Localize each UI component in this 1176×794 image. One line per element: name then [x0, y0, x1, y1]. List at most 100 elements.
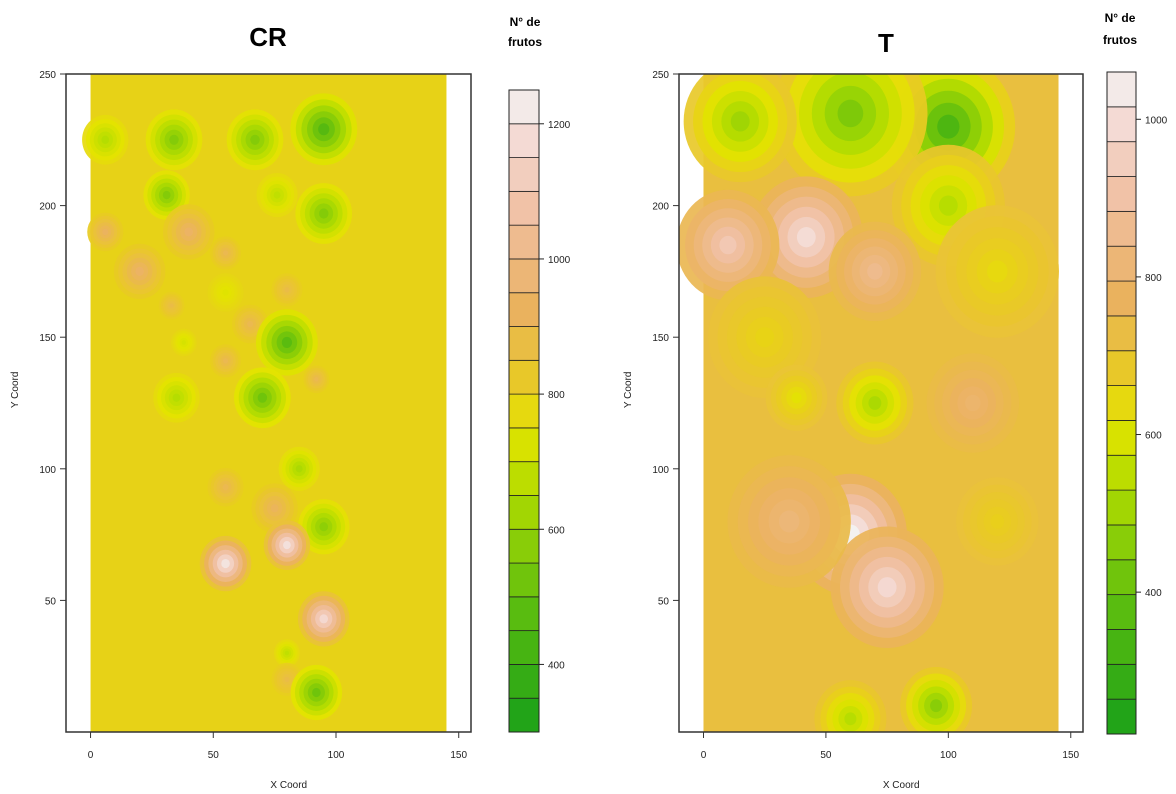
- contour-feature: [256, 172, 298, 218]
- legend-tick-label: 1000: [1145, 115, 1168, 126]
- contour-feature: [303, 365, 330, 394]
- x-axis-label: X Coord: [883, 780, 920, 791]
- legend-swatch: [1106, 350, 1137, 386]
- legend-swatch: [1106, 176, 1137, 212]
- x-tick-label: 50: [820, 750, 832, 761]
- legend-swatch: [508, 528, 540, 564]
- contour-feature: [199, 535, 252, 592]
- y-tick-label: 150: [652, 333, 669, 344]
- contour-feature: [271, 273, 303, 307]
- chart-title: T: [878, 28, 894, 58]
- legend-swatch: [1106, 141, 1137, 177]
- contour-band: [778, 510, 800, 533]
- contour-band: [184, 227, 194, 237]
- legend-title-line2: frutos: [1103, 33, 1137, 47]
- contour-band: [319, 208, 329, 219]
- legend-tick-label: 400: [1145, 588, 1162, 599]
- contour-band: [730, 111, 750, 132]
- contour-band: [877, 577, 897, 598]
- legend-swatch: [508, 427, 540, 463]
- contour-feature: [170, 328, 197, 357]
- legend-swatch: [1106, 524, 1137, 561]
- legend-tick-label: 800: [1145, 273, 1162, 284]
- legend-swatch: [1106, 280, 1137, 317]
- legend-swatch: [1106, 629, 1137, 665]
- contour-feature: [255, 309, 318, 376]
- contour-band: [796, 227, 816, 248]
- contour-feature: [113, 243, 166, 300]
- contour-band: [844, 712, 857, 726]
- legend-swatch: [1106, 106, 1137, 143]
- heatmap-field: [679, 74, 1060, 732]
- chart-title: CR: [249, 22, 287, 52]
- contour-band: [937, 114, 960, 139]
- y-axis-label: Y Coord: [10, 372, 21, 409]
- contour-band: [169, 303, 174, 308]
- x-tick-label: 150: [1062, 750, 1079, 761]
- x-axis-label: X Coord: [270, 780, 307, 791]
- legend-swatch: [508, 664, 540, 699]
- contour-band: [172, 393, 181, 402]
- legend-title-line1: N° de: [1105, 11, 1136, 25]
- legend-tick-label: 800: [548, 390, 565, 401]
- contour-band: [222, 250, 229, 256]
- legend-swatch: [1106, 315, 1137, 352]
- contour-band: [270, 504, 279, 513]
- legend-swatch: [508, 697, 540, 733]
- y-tick-label: 100: [39, 465, 56, 476]
- contour-band: [247, 320, 254, 328]
- x-tick-label: 0: [88, 750, 94, 761]
- contour-band: [273, 191, 281, 199]
- legend-swatch: [1106, 594, 1137, 630]
- contour-band: [319, 614, 329, 624]
- legend-swatch: [508, 326, 540, 361]
- contour-feature: [297, 591, 350, 647]
- legend-swatch: [508, 596, 540, 632]
- legend-frame: [508, 89, 540, 733]
- y-tick-label: 250: [39, 70, 56, 81]
- contour-band: [222, 358, 229, 364]
- legend-swatch: [508, 258, 540, 294]
- contour-feature: [956, 477, 1039, 566]
- legend-swatch: [1106, 420, 1137, 456]
- contour-band: [837, 99, 864, 128]
- contour-band: [867, 263, 883, 280]
- legend-tick-label: 1200: [548, 120, 571, 131]
- legend-swatch: [508, 562, 540, 598]
- contour-feature: [708, 276, 822, 398]
- contour-band: [222, 483, 229, 491]
- legend-swatch: [508, 461, 540, 496]
- contour-band: [284, 676, 290, 683]
- legend-swatch: [508, 292, 540, 327]
- contour-band: [284, 650, 290, 656]
- contour-band: [250, 134, 260, 145]
- contour-feature: [162, 204, 215, 260]
- contour-feature: [82, 114, 129, 165]
- legend-swatch: [1106, 559, 1137, 596]
- heatmap-field: [82, 74, 447, 732]
- contour-feature: [278, 446, 320, 491]
- contour-band: [312, 687, 321, 698]
- legend-swatch: [1106, 385, 1137, 421]
- contour-band: [295, 465, 303, 473]
- legend-swatch: [508, 224, 540, 260]
- y-tick-label: 150: [39, 333, 56, 344]
- contour-band: [791, 392, 802, 404]
- contour-band: [222, 289, 229, 296]
- contour-feature: [297, 499, 350, 555]
- contour-feature: [773, 74, 928, 197]
- contour-feature: [290, 93, 358, 166]
- x-tick-label: 0: [701, 750, 707, 761]
- contour-band: [868, 396, 882, 410]
- legend-tick-label: 600: [1145, 431, 1162, 442]
- y-axis-label: Y Coord: [623, 372, 634, 409]
- contour-band: [102, 228, 109, 236]
- contour-feature: [679, 189, 780, 301]
- legend-title-line2: frutos: [508, 35, 542, 49]
- contour-feature: [727, 455, 851, 588]
- contour-feature: [263, 520, 311, 571]
- x-tick-label: 100: [940, 750, 957, 761]
- contour-band: [281, 336, 293, 348]
- contour-band: [965, 394, 981, 412]
- legend-swatch: [1106, 210, 1137, 247]
